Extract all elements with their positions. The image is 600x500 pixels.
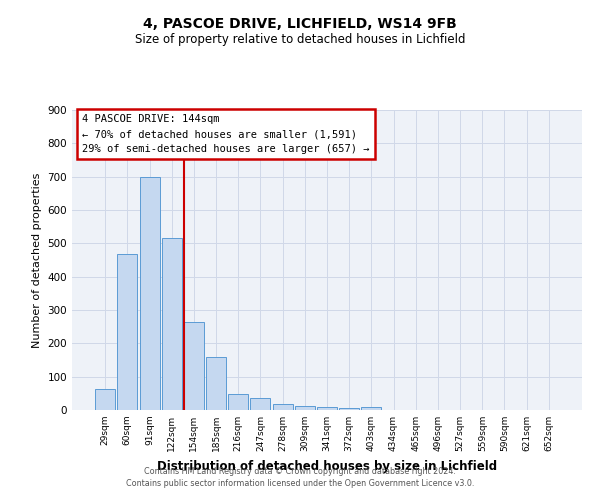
Bar bbox=[250, 398, 271, 410]
Bar bbox=[317, 406, 337, 410]
Bar bbox=[118, 254, 137, 410]
Bar bbox=[272, 404, 293, 410]
Y-axis label: Number of detached properties: Number of detached properties bbox=[32, 172, 42, 348]
Text: Contains HM Land Registry data © Crown copyright and database right 2024.: Contains HM Land Registry data © Crown c… bbox=[144, 467, 456, 476]
Bar bbox=[339, 408, 359, 410]
Bar bbox=[184, 322, 204, 410]
X-axis label: Distribution of detached houses by size in Lichfield: Distribution of detached houses by size … bbox=[157, 460, 497, 472]
Bar bbox=[206, 356, 226, 410]
Bar bbox=[95, 390, 115, 410]
Text: Size of property relative to detached houses in Lichfield: Size of property relative to detached ho… bbox=[135, 32, 465, 46]
Bar bbox=[162, 238, 182, 410]
Bar bbox=[295, 406, 315, 410]
Text: 4 PASCOE DRIVE: 144sqm
← 70% of detached houses are smaller (1,591)
29% of semi-: 4 PASCOE DRIVE: 144sqm ← 70% of detached… bbox=[82, 114, 370, 154]
Text: Contains public sector information licensed under the Open Government Licence v3: Contains public sector information licen… bbox=[126, 478, 474, 488]
Bar bbox=[361, 408, 382, 410]
Text: 4, PASCOE DRIVE, LICHFIELD, WS14 9FB: 4, PASCOE DRIVE, LICHFIELD, WS14 9FB bbox=[143, 18, 457, 32]
Bar bbox=[228, 394, 248, 410]
Bar bbox=[140, 176, 160, 410]
